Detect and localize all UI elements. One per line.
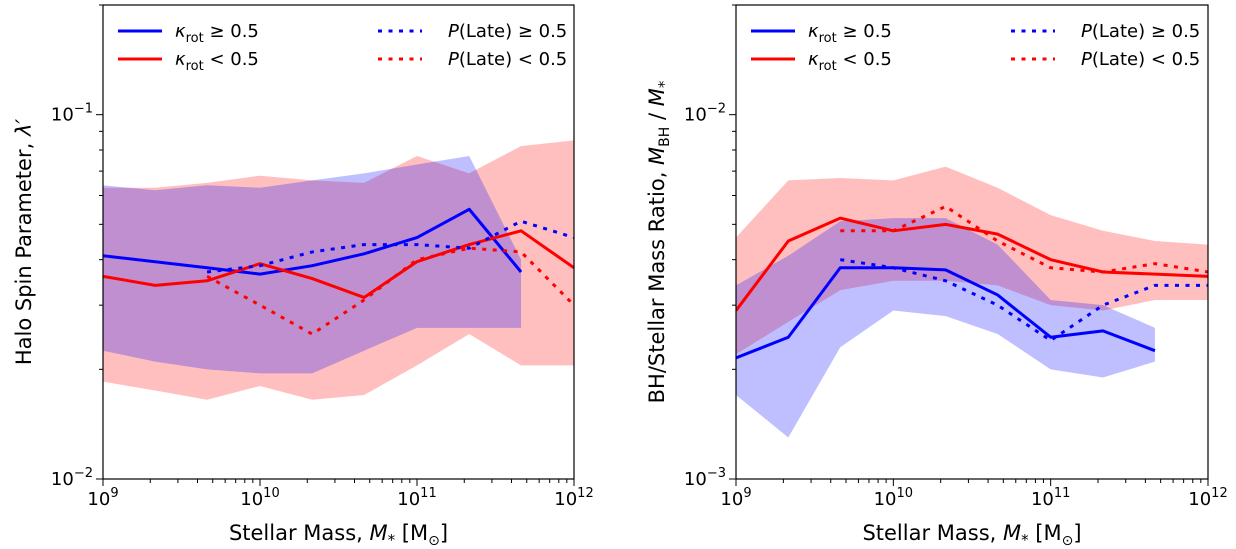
x-tick-label: 1011 xyxy=(1031,486,1070,510)
legend: κrot ≥ 0.5 κrot < 0.5 P(Late) ≥ 0.5 P(Late)… xyxy=(118,21,567,74)
legend-label-plate-ge: P(Late) ≥ 0.5 xyxy=(1081,21,1200,42)
legend-label-plate-lt: P(Late) < 0.5 xyxy=(448,49,567,70)
x-axis-label: Stellar Mass, M* [M⊙] xyxy=(862,521,1081,549)
plot-area xyxy=(103,140,574,400)
legend-label-kappa-lt: κrot < 0.5 xyxy=(808,49,892,74)
x-tick-label: 109 xyxy=(87,486,118,510)
y-tick-label: 10−2 xyxy=(51,466,93,490)
axes-frame xyxy=(735,4,1209,480)
y-axis-label: Halo Spin Parameter, λ′ xyxy=(12,119,36,366)
blue-solid-line xyxy=(736,266,1156,360)
x-tick-label: 109 xyxy=(720,486,751,510)
x-tick-label: 1012 xyxy=(1188,486,1227,510)
y-tick-label: 10−2 xyxy=(684,102,726,126)
x-tick-label: 1010 xyxy=(874,486,913,510)
y-tick-label: 10−1 xyxy=(51,102,93,126)
blue-band xyxy=(736,218,1155,438)
legend-label-kappa-ge: κrot ≥ 0.5 xyxy=(808,21,892,46)
red-dotted-line xyxy=(840,204,1208,274)
x-tick-label: 1010 xyxy=(240,486,279,510)
x-tick-label: 1011 xyxy=(397,486,436,510)
legend-label-plate-lt: P(Late) < 0.5 xyxy=(1081,49,1200,70)
red-solid-line xyxy=(736,216,1208,312)
y-tick-label: 10−3 xyxy=(684,466,726,490)
legend-label-kappa-ge: κrot ≥ 0.5 xyxy=(175,21,259,46)
axes-frame xyxy=(102,4,575,480)
x-tick-label: 1012 xyxy=(554,486,593,510)
blue-solid-line xyxy=(103,207,523,276)
red-solid-line xyxy=(103,229,574,299)
plot-area xyxy=(736,166,1208,438)
legend-label-kappa-lt: κrot < 0.5 xyxy=(175,49,259,74)
legend: κrot ≥ 0.5 κrot < 0.5 P(Late) ≥ 0.5 P(Late)… xyxy=(751,21,1200,74)
x-axis-label: Stellar Mass, M* [M⊙] xyxy=(229,521,448,549)
red-band xyxy=(736,166,1208,355)
y-axis-label: BH/Stellar Mass Ratio, MBH / M* xyxy=(645,80,673,403)
red-band xyxy=(103,140,574,400)
panel-halo-spin: 109 1010 1011 1012 10−2 10−1 Stellar Mass, M* … xyxy=(12,4,594,549)
legend-label-plate-ge: P(Late) ≥ 0.5 xyxy=(448,21,567,42)
blue-dotted-line xyxy=(840,258,1208,342)
panel-bh-ratio: 109 1010 1011 1012 10−3 10−2 Stellar Mass, M* … xyxy=(645,4,1228,549)
